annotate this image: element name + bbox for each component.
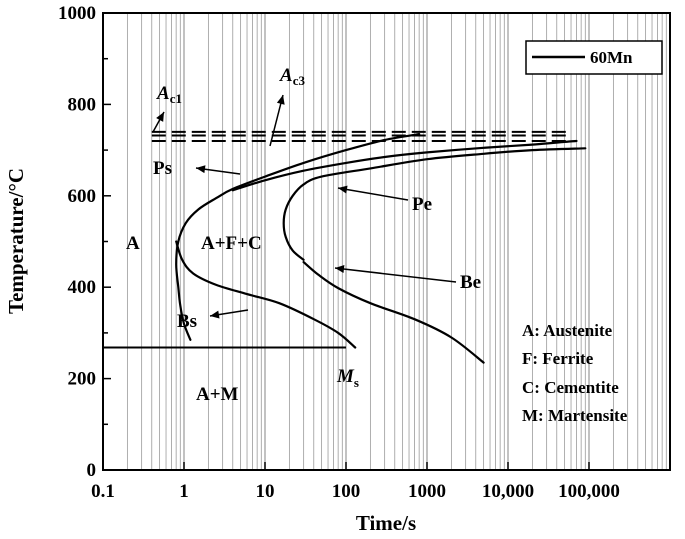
key-austenite: A: Austenite xyxy=(522,321,613,340)
x-axis-title: Time/s xyxy=(356,511,416,535)
label-ac3-sub: c3 xyxy=(293,73,306,88)
y-tick-label: 0 xyxy=(87,460,97,481)
label-bs: Bs xyxy=(177,311,197,332)
label-ac1-main: A xyxy=(156,83,170,104)
plot-background xyxy=(103,13,670,470)
arrow-pe-head xyxy=(338,185,348,194)
grid-lines xyxy=(126,13,667,470)
y-tick-label: 800 xyxy=(68,94,97,115)
arrow-pe xyxy=(337,187,409,201)
x-tick-label: 10 xyxy=(256,481,275,502)
phase-key: A: Austenite F: Ferrite C: Cementite M: … xyxy=(522,321,628,425)
legend-box xyxy=(525,40,663,75)
region-label-a: A xyxy=(126,233,140,254)
label-ms-sub: s xyxy=(354,375,359,390)
label-ps: Ps xyxy=(153,158,172,179)
x-tick-label: 10,000 xyxy=(482,481,534,502)
label-ac3-main: A xyxy=(279,65,293,86)
arrow-be-head xyxy=(335,265,345,274)
label-ac3: Ac3 xyxy=(279,65,305,88)
x-tick-label: 100,000 xyxy=(558,481,620,502)
curve-pe xyxy=(282,147,587,261)
y-tick-label: 600 xyxy=(68,186,97,207)
y-tick-label: 400 xyxy=(68,277,97,298)
key-martensite: M: Martensite xyxy=(522,406,628,425)
curves xyxy=(175,133,587,364)
x-tick-labels: 0.1 1 10 100 1000 10,000 100,000 xyxy=(91,481,620,502)
curve-be xyxy=(302,261,485,364)
label-ac1: Ac1 xyxy=(156,83,182,106)
axis-ticks xyxy=(102,12,671,471)
x-tick-label: 1000 xyxy=(408,481,446,502)
arrow-ps-head xyxy=(196,165,206,174)
key-cementite: C: Cementite xyxy=(522,378,619,397)
legend-label: 60Mn xyxy=(590,48,633,67)
y-tick-labels: 0 200 400 600 800 1000 xyxy=(58,3,96,481)
y-tick-label: 1000 xyxy=(58,3,96,24)
key-ferrite: F: Ferrite xyxy=(522,349,594,368)
region-label-afc: A+F+C xyxy=(201,233,262,254)
label-ac1-sub: c1 xyxy=(170,91,182,106)
region-label-am: A+M xyxy=(196,384,239,405)
x-tick-label: 1 xyxy=(179,481,189,502)
arrow-ac3-head xyxy=(276,95,285,105)
arrow-be xyxy=(334,267,457,283)
label-be: Be xyxy=(460,272,481,293)
arrow-bs-head xyxy=(210,310,220,319)
horizontal-lines xyxy=(103,130,572,349)
label-pe: Pe xyxy=(412,194,432,215)
x-tick-label: 100 xyxy=(332,481,361,502)
label-ms: Ms xyxy=(336,366,359,390)
y-tick-label: 200 xyxy=(68,369,97,390)
curve-pf xyxy=(231,139,578,192)
x-tick-label: 0.1 xyxy=(91,481,115,502)
legend: 60Mn xyxy=(525,40,663,75)
y-axis-title: Temperature/°C xyxy=(4,168,28,314)
curve-bs xyxy=(175,240,357,349)
label-ms-main: M xyxy=(336,366,355,387)
arrows xyxy=(152,94,457,319)
curve-ps xyxy=(175,133,421,341)
arrow-ac1-head xyxy=(156,112,164,122)
